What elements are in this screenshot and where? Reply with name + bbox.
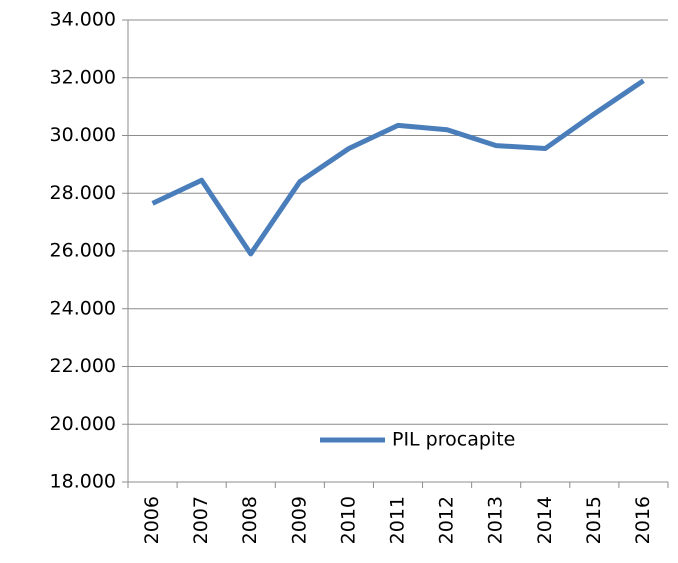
y-tick-label: 20.000 [50,413,116,435]
x-tick-label: 2011 [387,496,409,544]
x-tick-label: 2013 [485,496,507,544]
y-tick-label: 18.000 [50,471,116,493]
y-tick-label: 24.000 [50,297,116,319]
x-tick-label: 2012 [436,496,458,544]
x-tick-label: 2010 [337,496,359,544]
y-tick-label: 34.000 [50,9,116,31]
y-tick-label: 22.000 [50,355,116,377]
y-tick-label: 32.000 [50,66,116,88]
x-tick-label: 2009 [288,496,310,544]
y-tick-label: 30.000 [50,124,116,146]
x-tick-label: 2007 [190,496,212,544]
x-tick-label: 2006 [141,496,163,544]
y-tick-label: 28.000 [50,182,116,204]
x-tick-label: 2016 [632,496,654,544]
x-tick-label: 2015 [583,496,605,544]
x-tick-label: 2014 [534,496,556,544]
y-tick-label: 26.000 [50,240,116,262]
data-line [151,78,645,257]
legend-label: PIL procapite [392,429,515,451]
x-tick-label: 2008 [239,496,261,544]
